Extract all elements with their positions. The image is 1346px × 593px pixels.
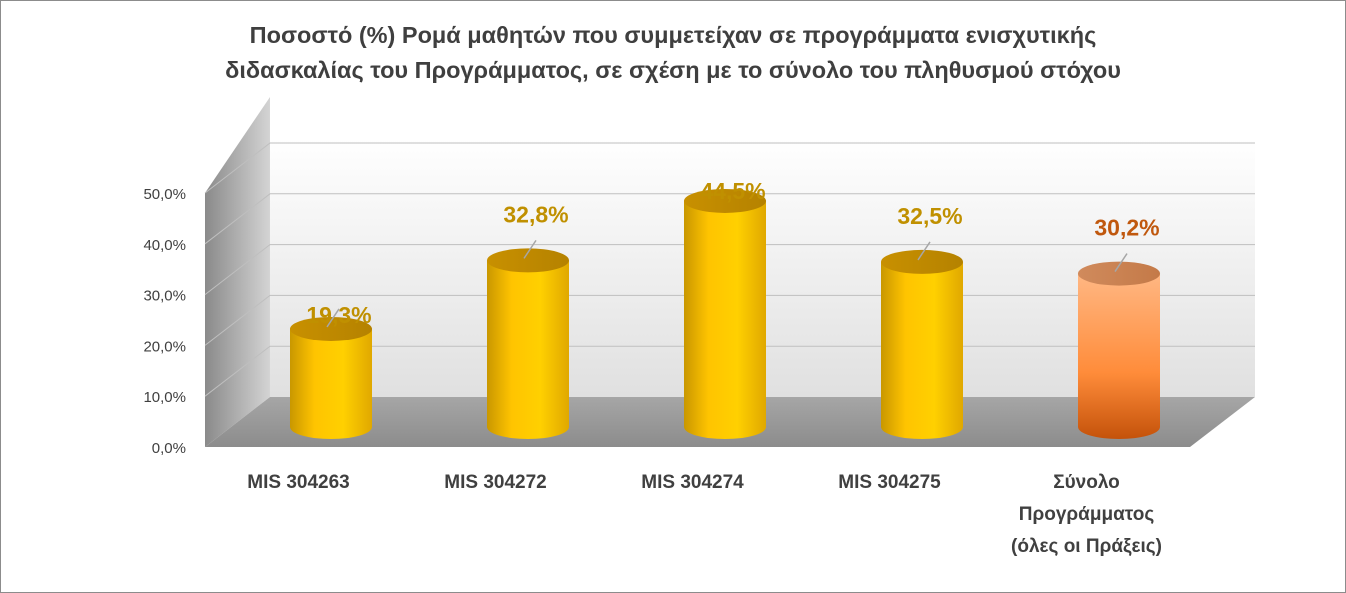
y-tick-label: 40,0%	[143, 237, 186, 254]
y-tick-label: 0,0%	[152, 440, 186, 457]
bar-top	[290, 316, 372, 341]
gridline	[204, 142, 1255, 194]
bar-top	[487, 248, 569, 273]
label-leader	[326, 308, 340, 328]
category-label: MIS 304272	[444, 472, 546, 493]
category-label: (όλες οι Πράξεις)	[1011, 536, 1162, 557]
gridline	[204, 244, 1255, 295]
label-leader	[917, 241, 931, 261]
y-tick-label: 10,0%	[143, 389, 186, 406]
category-label: MIS 304263	[247, 472, 349, 493]
bar-top	[881, 249, 963, 274]
bar-0: 19,3%	[290, 302, 372, 439]
bar-2: 44,5%	[684, 178, 766, 439]
bar-4: 30,2%	[1078, 215, 1160, 439]
y-tick-label: 20,0%	[143, 338, 186, 355]
category-label: Προγράμματος	[1019, 504, 1155, 525]
bar-body	[290, 328, 372, 439]
bar-body	[881, 261, 963, 439]
side-wall	[205, 97, 270, 447]
category-label: MIS 304274	[641, 472, 744, 493]
bar-body	[487, 260, 569, 439]
bar-body	[1078, 273, 1160, 439]
data-label: 30,2%	[1094, 215, 1159, 241]
category-label: MIS 304275	[838, 472, 941, 493]
chart-title-line-1: Ποσοστό (%) Ρομά μαθητών που συμμετείχαν…	[249, 22, 1097, 48]
y-tick-label: 50,0%	[143, 186, 186, 203]
chart-title: Ποσοστό (%) Ρομά μαθητών που συμμετείχαν…	[0, 18, 1346, 88]
data-label: 19,3%	[306, 302, 371, 328]
bars: 19,3% 32,8% 44,5% 32,5% 30,2%	[290, 178, 1160, 439]
bar-top	[684, 188, 766, 213]
bar-1: 32,8%	[487, 201, 569, 439]
bar-top	[1078, 261, 1160, 286]
category-label: Σύνολο	[1053, 472, 1120, 493]
data-label: 32,5%	[897, 203, 962, 229]
data-label: 32,8%	[503, 201, 568, 227]
gridline	[204, 193, 1255, 245]
bar-3: 32,5%	[881, 203, 963, 439]
label-leader	[523, 239, 537, 259]
chart-title-line-2: διδασκαλίας του Προγράμματος, σε σχέση μ…	[225, 57, 1121, 83]
y-axis-ticks: 0,0% 10,0% 20,0% 30,0% 40,0% 50,0%	[143, 186, 186, 457]
y-tick-label: 30,0%	[143, 288, 186, 305]
label-leader	[1114, 253, 1128, 273]
data-label: 44,5%	[700, 178, 765, 204]
bar-body	[684, 200, 766, 439]
x-axis-labels: MIS 304263 MIS 304272 MIS 304274 MIS 304275…	[247, 472, 1162, 557]
